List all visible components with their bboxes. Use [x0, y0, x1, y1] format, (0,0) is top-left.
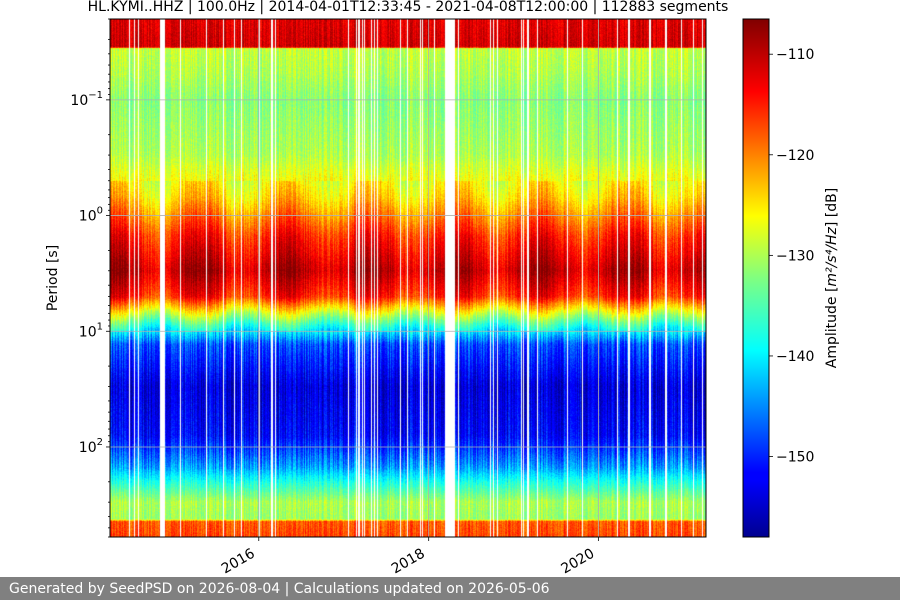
colorbar-label-suffix: ] [dB]: [824, 188, 840, 227]
colorbar-label: Amplitude [m²/s⁴/Hz] [dB]: [824, 188, 840, 368]
colorbar-tick-label-3: −140: [776, 349, 814, 365]
heatmap-image: [110, 19, 706, 537]
y-tick-base: 10: [70, 93, 88, 109]
psd-chart: HL.KYMI..HHZ | 100.0Hz | 2014-04-01T12:3…: [45, 0, 840, 577]
y-tick-label-3: 102: [79, 437, 103, 456]
plot-area: [109, 18, 707, 538]
y-tick-exponent: 2: [97, 437, 103, 448]
x-axis: 2016 2018 2020: [219, 537, 599, 577]
y-tick-base: 10: [79, 209, 97, 225]
colorbar-tick-label-4: −150: [776, 450, 814, 466]
y-tick-exponent: −1: [88, 90, 103, 101]
footer-bar: Generated by SeedPSD on 2026-08-04 | Cal…: [0, 577, 900, 600]
x-tick-label-1: 2018: [389, 546, 428, 577]
y-tick-base: 10: [79, 324, 97, 340]
footer-text: Generated by SeedPSD on 2026-08-04 | Cal…: [9, 581, 550, 597]
y-axis-label: Period [s]: [45, 245, 61, 311]
colorbar-label-math: m²/s⁴/Hz: [824, 226, 840, 286]
y-tick-label-1: 100: [79, 206, 103, 225]
x-tick-label-2: 2020: [559, 546, 598, 577]
colorbar-tick-label-1: −120: [776, 148, 814, 164]
colorbar-label-prefix: Amplitude [: [824, 287, 840, 369]
colorbar-tick-label-0: −110: [776, 47, 814, 63]
y-tick-label-2: 101: [79, 321, 103, 340]
plot-frame: [109, 18, 707, 538]
grid-lines: [110, 19, 706, 537]
chart-title: HL.KYMI..HHZ | 100.0Hz | 2014-04-01T12:3…: [88, 0, 729, 15]
colorbar-gradient: [742, 18, 770, 538]
y-tick-base: 10: [79, 440, 97, 456]
x-tick-label-0: 2016: [219, 546, 258, 577]
y-tick-exponent: 1: [97, 321, 103, 332]
y-tick-label-0: 10−1: [70, 90, 103, 109]
colorbar-tick-label-2: −130: [776, 248, 814, 264]
colorbar-ticks: −110 −120 −130 −140 −150: [769, 47, 814, 466]
colorbar: −110 −120 −130 −140 −150 Amplitude [m²/s⁴/Hz…: [742, 18, 840, 538]
y-tick-exponent: 0: [97, 206, 103, 217]
